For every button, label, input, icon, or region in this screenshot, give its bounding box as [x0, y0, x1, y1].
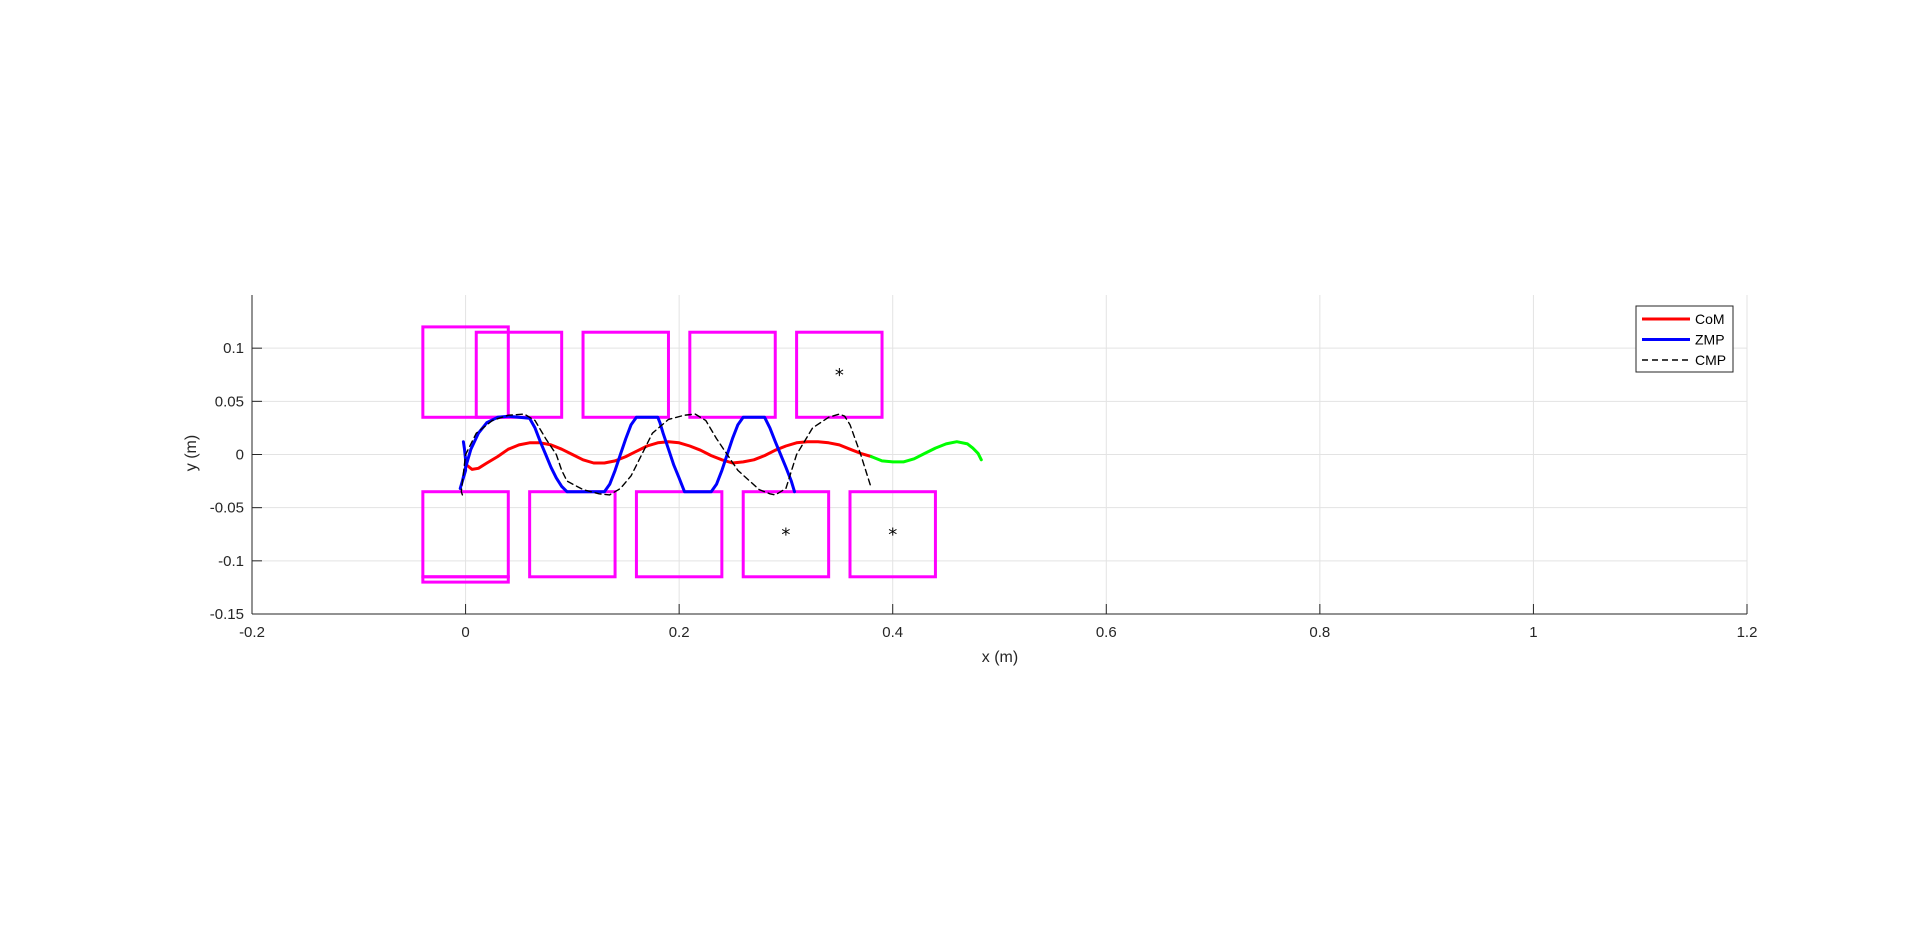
footprint-rect [741, 490, 831, 579]
x-tick-label: 0.8 [1309, 624, 1330, 641]
x-axis-label: x (m) [982, 649, 1018, 666]
series-line-cmp [460, 413, 873, 496]
footprint-rect [421, 325, 510, 419]
footprint-rect [848, 490, 937, 579]
x-tick-label: 1.2 [1737, 624, 1758, 641]
asterisk-marker: * [835, 365, 844, 386]
footprint-rect [581, 330, 670, 419]
legend-label: CMP [1695, 352, 1726, 368]
y-tick-label: 0.1 [223, 340, 244, 357]
series-line-zmp [458, 414, 796, 494]
x-tick-label: 0.4 [882, 624, 903, 641]
legend-label: ZMP [1695, 332, 1725, 348]
x-tick-label: 0.6 [1096, 624, 1117, 641]
series-line-com [464, 440, 873, 471]
axes: -0.2 0 0.2 0.4 0.6 0.8 1 1.2 0.1 0.05 0 -0.05 -0.1 -0… [210, 295, 1758, 641]
y-tick-label: -0.1 [218, 553, 244, 570]
x-tick-label: 1 [1529, 624, 1537, 641]
x-tick-label: 0 [461, 624, 469, 641]
plot-area: * * * [421, 325, 983, 584]
legend: CoM ZMP CMP [1635, 305, 1734, 373]
footprint-rect [688, 330, 777, 419]
y-tick-label: 0.05 [215, 393, 244, 410]
series-line-com-preview [869, 440, 983, 464]
x-tick-label: -0.2 [239, 624, 265, 641]
footprint-rect [421, 575, 510, 584]
y-axis-label: y (m) [183, 435, 200, 471]
legend-label: CoM [1695, 311, 1725, 327]
footprint-rect [634, 490, 724, 579]
asterisk-marker: * [888, 524, 897, 545]
asterisk-marker: * [781, 524, 790, 545]
y-tick-label: -0.15 [210, 606, 244, 623]
footprint-rect [795, 330, 884, 419]
x-tick-label: 0.2 [669, 624, 690, 641]
y-tick-label: 0 [236, 447, 244, 464]
y-tick-label: -0.05 [210, 500, 244, 517]
